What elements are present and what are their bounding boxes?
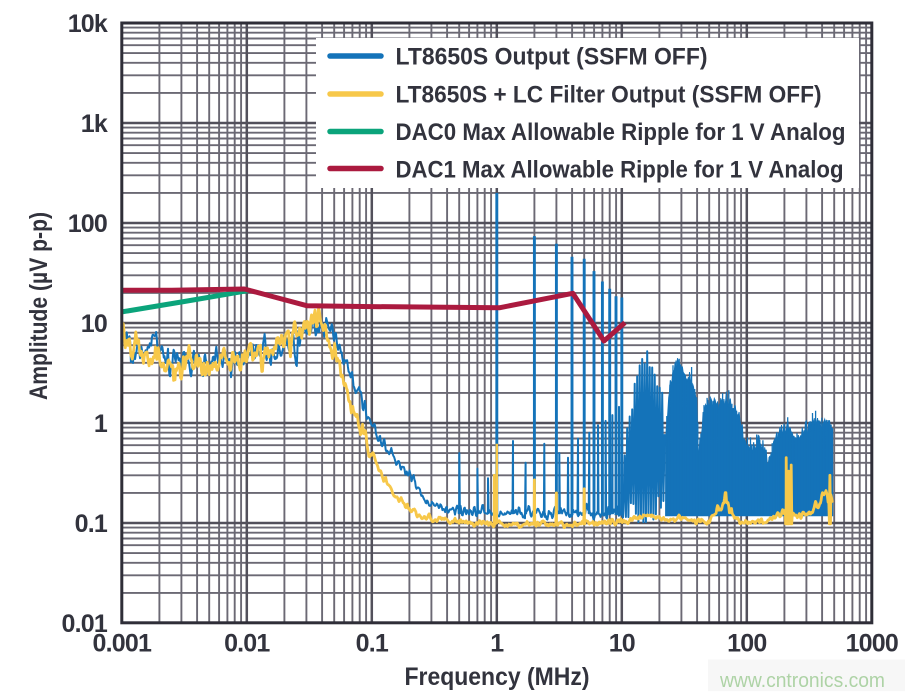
svg-text:DAC0 Max Allowable Ripple for: DAC0 Max Allowable Ripple for 1 V Analog [396, 119, 846, 146]
svg-text:0.1: 0.1 [356, 630, 389, 658]
svg-text:1k: 1k [81, 110, 108, 138]
svg-text:100: 100 [727, 630, 766, 658]
svg-text:1: 1 [490, 630, 504, 658]
svg-text:LT8650S Output (SSFM OFF): LT8650S Output (SSFM OFF) [396, 44, 708, 71]
svg-text:0.01: 0.01 [224, 630, 270, 658]
svg-text:Frequency (MHz): Frequency (MHz) [405, 663, 590, 691]
svg-text:DAC1 Max Allowable Ripple for: DAC1 Max Allowable Ripple for 1 V Analog [396, 157, 844, 184]
svg-text:0.01: 0.01 [62, 610, 108, 638]
svg-text:10k: 10k [68, 10, 108, 38]
svg-text:Amplitude (µV p-p): Amplitude (µV p-p) [25, 212, 53, 400]
svg-text:0.1: 0.1 [75, 510, 108, 538]
svg-text:0.001: 0.001 [93, 630, 152, 658]
svg-text:1000: 1000 [846, 630, 898, 658]
svg-text:1: 1 [94, 410, 108, 438]
svg-text:LT8650S + LC Filter Output (SS: LT8650S + LC Filter Output (SSFM OFF) [396, 82, 822, 109]
svg-text:www.cntronics.com: www.cntronics.com [719, 670, 885, 692]
svg-text:100: 100 [68, 210, 107, 238]
svg-text:10: 10 [609, 630, 635, 658]
svg-text:10: 10 [81, 310, 107, 338]
